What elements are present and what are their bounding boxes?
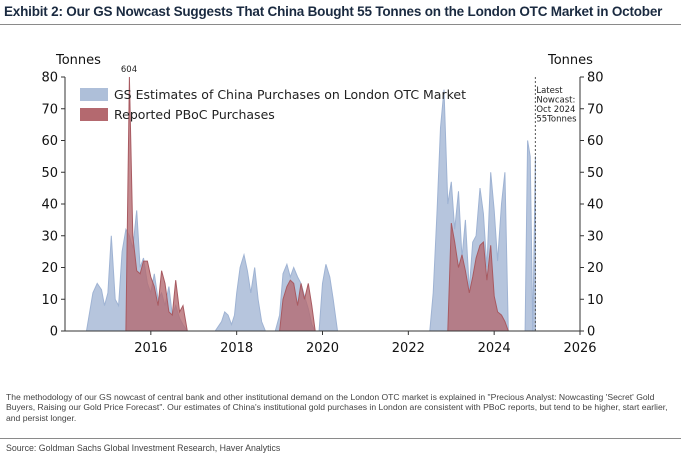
y-tick-label-right: 70 [587,102,604,117]
top-divider [0,24,681,25]
y-tick-label-right: 60 [587,134,604,149]
x-tick-label: 2024 [478,341,511,356]
x-tick-label: 2022 [392,341,425,356]
y-tick-label-left: 30 [41,229,58,244]
peak-annotation: 604 [121,65,137,75]
x-tick-label: 2020 [306,341,339,356]
legend-swatch-pboc [80,108,108,121]
legend-label-pboc: Reported PBoC Purchases [114,107,275,122]
y-tick-label-left: 60 [41,134,58,149]
nowcast-label-line: 55Tonnes [536,115,577,125]
y-tick-label-left: 10 [41,293,58,308]
y-tick-label-right: 50 [587,166,604,181]
nowcast-label-line: Nowcast: [536,96,575,106]
y-tick-label-left: 0 [50,325,58,340]
nowcast-label-line: Latest [536,86,563,96]
source-note: Source: Goldman Sachs Global Investment … [6,443,281,453]
y-tick-label-right: 20 [587,261,604,276]
series-layer [85,76,536,332]
y-tick-label-left: 20 [41,261,58,276]
y-tick-label-right: 0 [587,325,595,340]
y-tick-label-right: 30 [587,229,604,244]
x-tick-label: 2018 [220,341,253,356]
y-tick-label-right: 80 [587,71,604,86]
y-tick-label-right: 10 [587,293,604,308]
methodology-note: The methodology of our GS nowcast of cen… [6,392,668,423]
y-tick-label-left: 80 [41,71,58,86]
y-axis-label-left: Tonnes [55,53,101,68]
y-tick-label-left: 70 [41,102,58,117]
legend-label-estimates: GS Estimates of China Purchases on Londo… [114,87,466,102]
y-axis-label-right: Tonnes [547,53,593,68]
series-area-pboc [125,76,510,332]
y-tick-label-left: 40 [41,198,58,213]
x-tick-label: 2026 [563,341,596,356]
legend: GS Estimates of China Purchases on Londo… [80,87,466,122]
legend-swatch-estimates [80,88,108,101]
bottom-divider [0,438,681,439]
y-tick-label-left: 50 [41,166,58,181]
nowcast-label-line: Oct 2024 [536,105,575,115]
y-tick-label-right: 40 [587,198,604,213]
x-tick-label: 2016 [134,341,167,356]
chart-title: Exhibit 2: Our GS Nowcast Suggests That … [4,4,663,19]
